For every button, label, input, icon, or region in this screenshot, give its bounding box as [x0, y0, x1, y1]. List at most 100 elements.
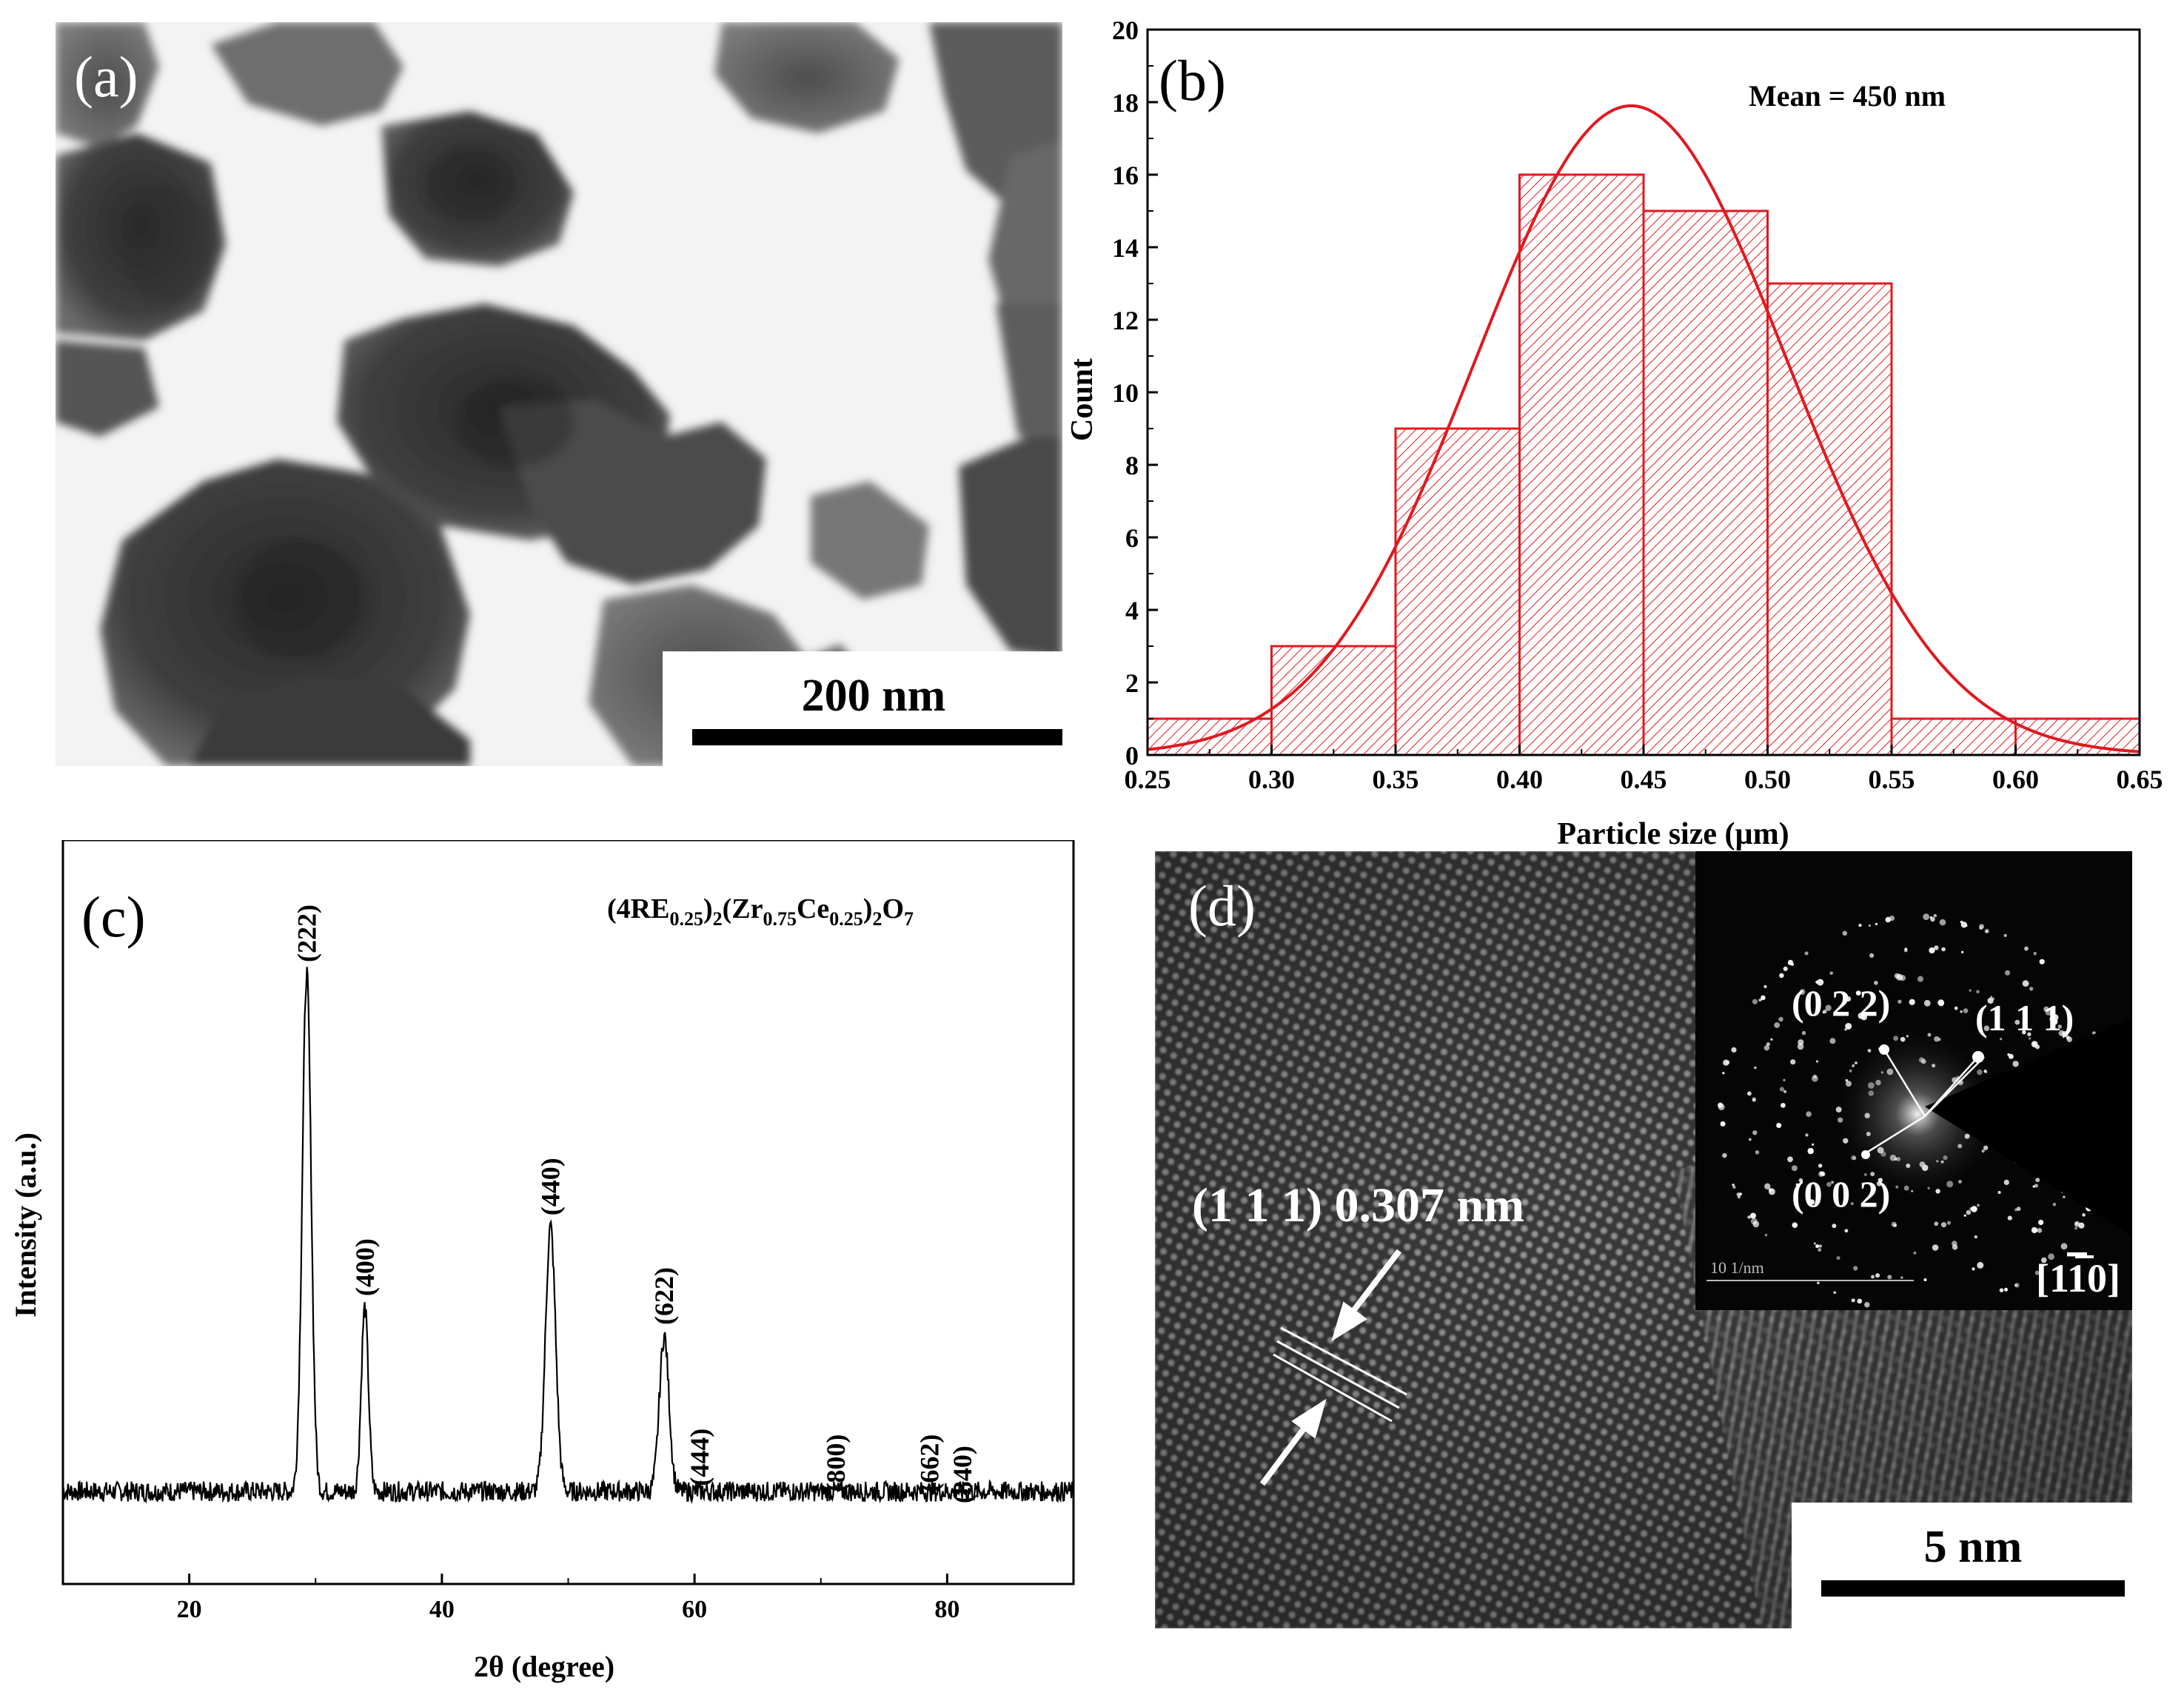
diffraction-spot	[2058, 1030, 2065, 1036]
diffraction-spot	[1923, 999, 1931, 1007]
diffraction-spot	[1929, 947, 1935, 954]
panel-d-hrtem-image: (1 1 1) 0.307 nm (d) (0 2 2) (1 1 1) (0 …	[1155, 851, 2132, 1628]
diffraction-spot	[1761, 995, 1766, 1001]
diffraction-spot	[1812, 1075, 1818, 1082]
diffraction-spot	[1778, 1016, 1783, 1022]
y-tick-label: 10	[1112, 378, 1139, 408]
diffraction-spot	[1846, 1195, 1849, 1198]
fringe-arrows	[1259, 1249, 1402, 1486]
diffraction-spot	[1960, 922, 1967, 928]
diffraction-spot	[2034, 1044, 2040, 1050]
diffraction-spot	[2007, 1215, 2012, 1221]
y-tick-label: 18	[1112, 88, 1139, 118]
diffraction-spot	[2014, 1208, 2018, 1212]
histogram-bar	[1270, 645, 1397, 756]
panel-letter-d: (d)	[1188, 873, 1256, 938]
y-axis-label: Intensity (a.u.)	[9, 1132, 42, 1318]
diffraction-spot	[1845, 1023, 1852, 1030]
histogram-bar	[1518, 173, 1645, 756]
peak-label: (222)	[292, 904, 321, 962]
diffraction-spot	[1846, 996, 1852, 1002]
diffraction-spot	[2027, 1032, 2031, 1036]
y-tick-label: 14	[1112, 233, 1139, 263]
diffraction-spot	[2035, 1178, 2040, 1183]
lattice-spacing-label: (1 1 1) 0.307 nm	[1192, 1178, 1524, 1232]
diffraction-spot	[1817, 979, 1824, 986]
diffraction-spot	[2034, 1270, 2040, 1275]
diffraction-spot	[1844, 1229, 1849, 1233]
diffraction-spot	[2060, 1243, 2068, 1250]
peak-label: (400)	[350, 1238, 380, 1296]
diffraction-spot	[1855, 990, 1861, 996]
diffraction-spot	[1923, 913, 1930, 920]
diffraction-spot	[1913, 1251, 1917, 1255]
diffraction-spot	[1860, 1014, 1867, 1021]
x-tick-label: 60	[682, 1596, 707, 1623]
scale-bar	[1821, 1580, 2125, 1597]
diffraction-spot	[1971, 1206, 1977, 1212]
diffraction-spot	[1818, 1244, 1822, 1248]
diffraction-spot	[1933, 913, 1937, 918]
diffraction-spot	[1732, 1185, 1736, 1189]
diffraction-spot	[2014, 1283, 2020, 1288]
diffraction-spot	[1805, 1133, 1809, 1137]
diffraction-spot	[1813, 1242, 1816, 1245]
diffraction-spot	[1977, 1261, 1984, 1269]
scale-bar-label: 200 nm	[802, 671, 946, 721]
diffraction-spot	[1896, 973, 1903, 981]
arrow-down	[1348, 1249, 1402, 1316]
diffraction-spot	[1799, 989, 1806, 995]
diffraction-spot	[1758, 998, 1762, 1001]
diffraction-spot	[1822, 1011, 1825, 1014]
diffraction-spot	[1946, 1221, 1952, 1225]
peak-label: (444)	[685, 1429, 714, 1486]
diffraction-spot	[1900, 1276, 1903, 1279]
diffraction-spot	[1960, 1010, 1963, 1013]
diffraction-spot	[1954, 1006, 1958, 1010]
peak-label: (622)	[649, 1267, 679, 1325]
diffraction-spot	[1999, 1288, 2004, 1292]
panel-b-histogram: 0.25 0.30 0.35 0.40 0.45 0.50 0.55 0.60 0.65 0 2 4 6…	[1065, 15, 2177, 851]
diffraction-spot	[1768, 1188, 1772, 1192]
diffraction-spot	[1977, 1204, 1980, 1207]
diffraction-spot	[1960, 920, 1963, 924]
diffraction-spot	[1934, 1221, 1939, 1226]
diffraction-spot	[1747, 1091, 1752, 1096]
diffraction-spot	[1829, 1038, 1836, 1044]
saed-scale-label: 10 1/nm	[1710, 1258, 1764, 1277]
peak-label: (440)	[536, 1158, 566, 1215]
diffraction-spot	[2041, 1257, 2047, 1263]
diffraction-spot	[1963, 1008, 1969, 1013]
x-tick-label: 0.65	[2117, 765, 2163, 794]
diffraction-spot	[1815, 980, 1819, 984]
diffraction-spot	[1857, 1298, 1863, 1304]
diffraction-spot	[2057, 1024, 2062, 1029]
diffraction-spot	[1764, 1234, 1768, 1237]
diffraction-spot	[1807, 1147, 1814, 1155]
diffraction-spot	[1937, 999, 1945, 1006]
diffraction-spot	[1952, 1241, 1957, 1246]
diffraction-spot	[2075, 1222, 2078, 1226]
diffraction-spot	[1887, 1275, 1892, 1280]
diffraction-spot	[2014, 1019, 2020, 1025]
diffraction-spot	[2003, 1179, 2009, 1185]
diffraction-spot	[1783, 966, 1788, 971]
diffraction-spot	[1961, 950, 1964, 953]
saed-label-022: (0 2 2)	[1792, 982, 1890, 1024]
diffraction-spot	[1984, 928, 1989, 933]
x-tick-label: 80	[934, 1596, 959, 1623]
diffraction-spot	[1776, 1123, 1782, 1128]
x-tick-label: 0.30	[1248, 765, 1295, 794]
diffraction-spot	[1718, 1102, 1724, 1108]
panel-letter-c: (c)	[81, 885, 146, 949]
hrtem-micrograph: (1 1 1) 0.307 nm (d) (0 2 2) (1 1 1) (0 …	[1155, 851, 2132, 1628]
diffraction-spot	[1752, 998, 1758, 1004]
diffraction-spot	[1791, 1165, 1798, 1172]
diffraction-spot	[1979, 927, 1983, 930]
diffraction-spot	[1722, 1152, 1727, 1158]
x-tick-label: 0.35	[1373, 765, 1419, 794]
xrd-chart: 20 40 60 80 (222) (400) (440) (622) (444) (800) (…	[9, 839, 1075, 1683]
x-tick-label: 20	[177, 1596, 202, 1623]
particle-size-histogram: 0.25 0.30 0.35 0.40 0.45 0.50 0.55 0.60 0.65 0 2 4 6…	[1065, 16, 2163, 851]
x-tick-label: 0.60	[1992, 765, 2039, 794]
